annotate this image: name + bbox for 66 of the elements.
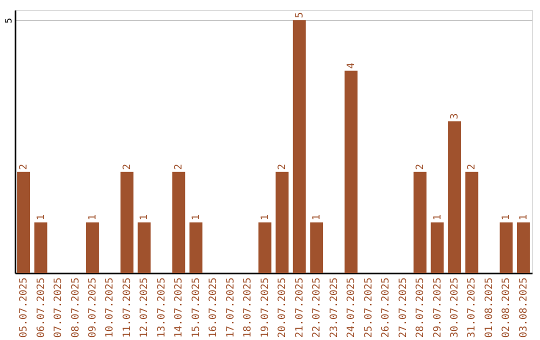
- data-label: 2: [277, 164, 288, 170]
- data-label: 1: [87, 214, 98, 220]
- x-tick-label: 19.07.2025: [260, 278, 271, 338]
- x-tick-label: 22.07.2025: [312, 278, 323, 338]
- bar: [430, 222, 444, 273]
- x-tick-label: 15.07.2025: [190, 278, 202, 338]
- bar: [292, 20, 306, 273]
- x-tick-label: 05.07.2025: [18, 278, 30, 338]
- x-tick-label: 06.07.2025: [36, 278, 47, 338]
- x-tick-label: 24.07.2025: [346, 278, 358, 338]
- data-label: 2: [122, 164, 133, 170]
- data-label: 1: [501, 214, 512, 220]
- data-label: 5: [294, 12, 306, 18]
- data-label: 4: [346, 62, 358, 69]
- bar: [17, 172, 30, 273]
- data-label: 1: [260, 214, 271, 220]
- bar: [172, 172, 186, 273]
- x-tick-label: 12.07.2025: [139, 278, 150, 338]
- x-tick-label: 28.07.2025: [415, 278, 426, 338]
- data-label: 2: [18, 164, 30, 170]
- data-label: 3: [450, 113, 461, 120]
- bar: [34, 222, 48, 273]
- x-tick-label: 29.07.2025: [432, 278, 444, 338]
- data-label: 1: [190, 214, 202, 220]
- x-tick-label: 25.07.2025: [363, 278, 374, 338]
- bar: [500, 222, 513, 273]
- bar: [414, 172, 426, 273]
- bar: [448, 121, 461, 273]
- x-tick-label: 07.07.2025: [53, 278, 64, 338]
- data-label: 1: [518, 214, 530, 220]
- data-label: 1: [139, 214, 150, 220]
- x-tick-label: 21.07.2025: [294, 278, 306, 338]
- x-tick-label: 26.07.2025: [380, 278, 392, 338]
- bar: [465, 172, 478, 273]
- data-label: 1: [36, 214, 47, 220]
- x-tick-label: 11.07.2025: [122, 278, 133, 338]
- x-tick-label: 31.07.2025: [466, 278, 478, 338]
- bar: [86, 222, 99, 273]
- bar: [138, 222, 151, 273]
- bar: [189, 222, 202, 273]
- bar: [344, 70, 358, 273]
- x-tick-label: 02.08.2025: [501, 278, 512, 338]
- data-label: 2: [466, 164, 478, 170]
- x-tick-label: 08.07.2025: [70, 278, 82, 338]
- bar: [258, 222, 272, 273]
- data-label: 1: [432, 214, 444, 220]
- x-tick-label: 23.07.2025: [328, 278, 340, 338]
- x-tick-label: 14.07.2025: [174, 278, 185, 338]
- data-label: 2: [174, 164, 185, 170]
- x-tick-label: 27.07.2025: [398, 278, 409, 338]
- x-tick-label: 18.07.2025: [242, 278, 254, 338]
- bar: [120, 172, 134, 273]
- data-label: 1: [312, 214, 323, 220]
- x-tick-label: 03.08.2025: [518, 278, 530, 338]
- x-tick-label: 01.08.2025: [484, 278, 495, 338]
- x-tick-label: 17.07.2025: [225, 278, 236, 338]
- x-tick-label: 10.07.2025: [104, 278, 116, 338]
- x-tick-label: 09.07.2025: [87, 278, 98, 338]
- bar: [276, 172, 289, 273]
- x-tick-label: 16.07.2025: [208, 278, 220, 338]
- x-tick-label: 13.07.2025: [156, 278, 168, 338]
- bar: [310, 222, 324, 273]
- bar: [517, 222, 530, 273]
- x-tick-label: 20.07.2025: [277, 278, 288, 338]
- data-label: 2: [415, 164, 426, 170]
- x-tick-label: 30.07.2025: [450, 278, 461, 338]
